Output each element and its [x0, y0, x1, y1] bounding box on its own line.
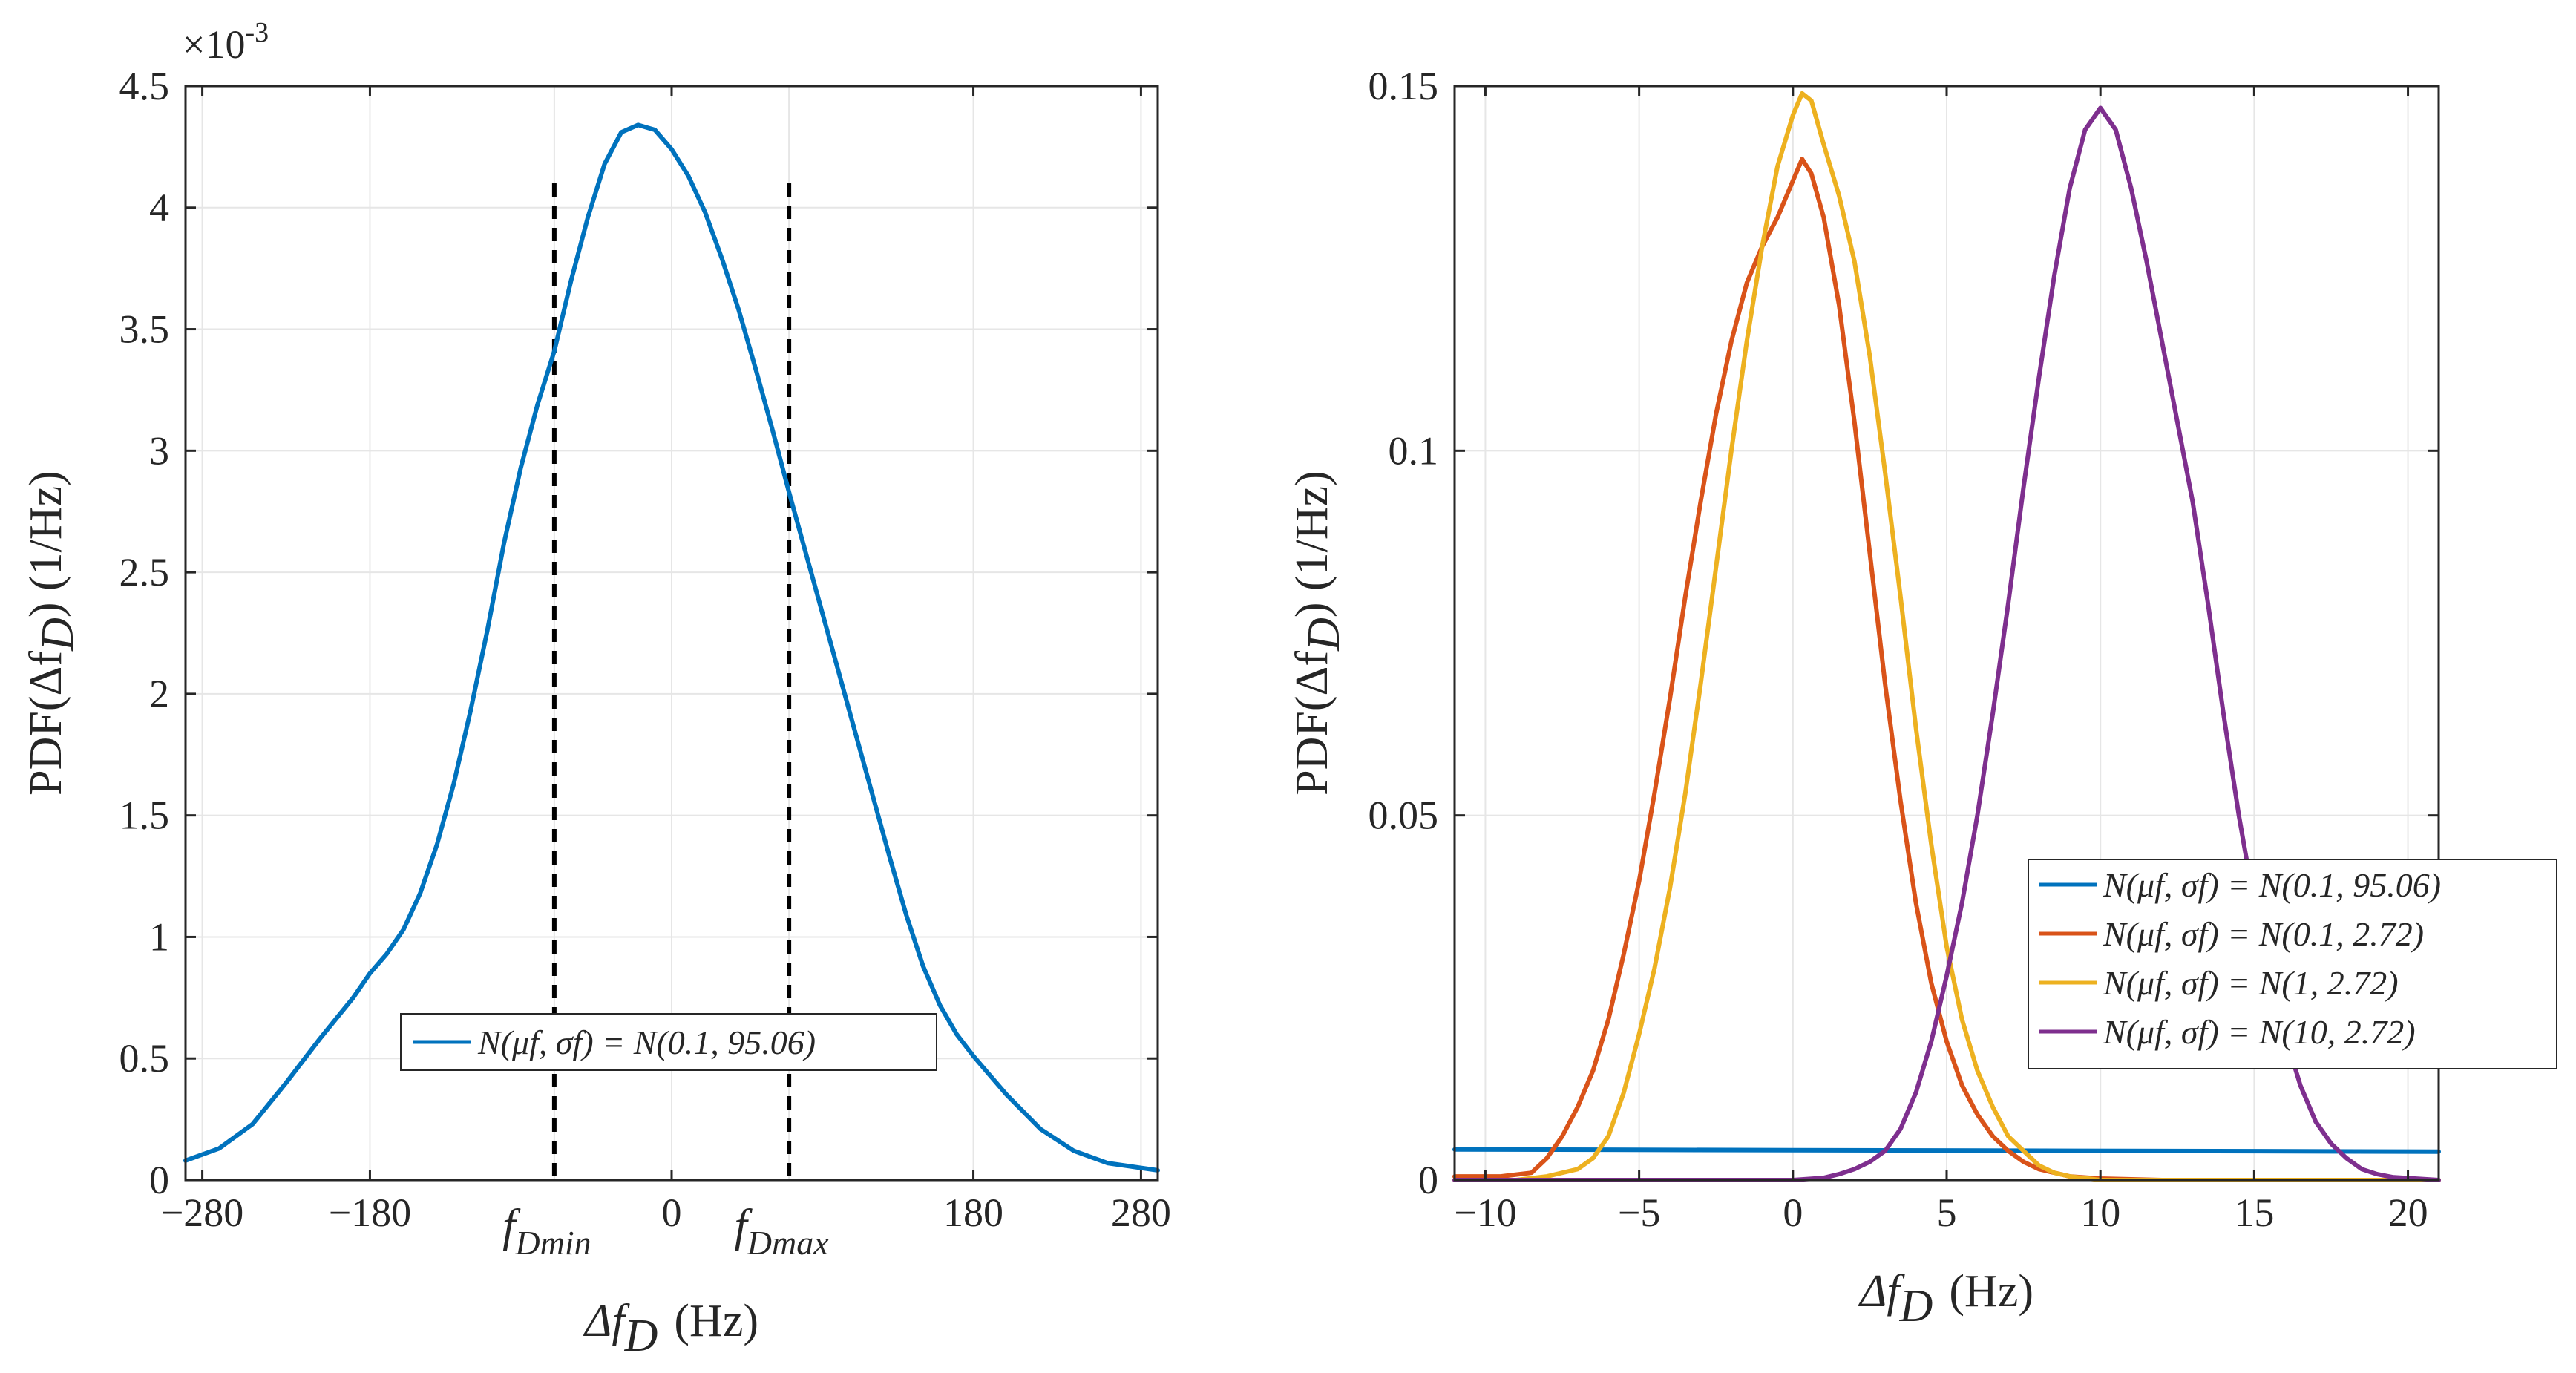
y-tick-label: 2 — [149, 672, 169, 716]
series-line-2 — [1452, 91, 2441, 1182]
y-tick-label: 0 — [149, 1158, 169, 1202]
x-tick-label: −10 — [1454, 1190, 1516, 1235]
left-exponent-label: ×10-3 — [183, 17, 269, 67]
left-y-axis-label: PDF(ΔfD) (1/Hz) — [21, 471, 83, 796]
y-tick-label: 4.5 — [119, 64, 170, 108]
right-legend: N(μf, σf) = N(0.1, 95.06) N(μf, σf) = N(… — [2028, 859, 2557, 1069]
left-ticks — [186, 85, 1158, 1182]
reference-line-label-dmax: fDmax — [735, 1201, 830, 1262]
x-tick-label: 5 — [1937, 1190, 1957, 1235]
series-line-1 — [1452, 157, 2441, 1182]
left-x-tick-labels: −280 −180 0 180 280 — [161, 1190, 1171, 1235]
y-tick-label: 3.5 — [119, 307, 170, 352]
right-y-tick-labels: 0 0.05 0.1 0.15 — [1369, 64, 1439, 1202]
left-legend: N(μf, σf) = N(0.1, 95.06) — [400, 1013, 937, 1071]
right-x-axis-label: ΔfD (Hz) — [1858, 1266, 2033, 1331]
x-tick-label: 20 — [2388, 1190, 2428, 1235]
y-tick-label: 0.15 — [1369, 64, 1439, 108]
y-tick-label: 0.05 — [1369, 793, 1439, 838]
y-tick-label: 2.5 — [119, 550, 170, 594]
left-reference-line-labels: fDmin fDmax — [502, 1201, 829, 1262]
right-x-tick-labels: −10 −5 0 5 10 15 20 — [1454, 1190, 2428, 1235]
series-line-0 — [1452, 1147, 2441, 1154]
right-legend-label-3: N(μf, σf) = N(10, 2.72) — [2103, 1013, 2416, 1051]
x-tick-label: 0 — [662, 1190, 682, 1235]
x-tick-label: −180 — [329, 1190, 411, 1235]
series-line-3 — [1452, 105, 2441, 1182]
x-tick-label: −5 — [1618, 1190, 1660, 1235]
x-tick-label: 0 — [1783, 1190, 1803, 1235]
right-ticks — [1455, 85, 2439, 1182]
y-tick-label: 1 — [149, 914, 169, 959]
x-tick-label: 280 — [1111, 1190, 1171, 1235]
series-line-0 — [183, 122, 1160, 1173]
reference-line-label-dmin: fDmin — [502, 1201, 591, 1262]
right-legend-label-2: N(μf, σf) = N(1, 2.72) — [2103, 964, 2399, 1002]
left-legend-label-0: N(μf, σf) = N(0.1, 95.06) — [477, 1023, 816, 1061]
left-series — [183, 122, 1160, 1173]
y-tick-label: 4 — [149, 186, 169, 230]
right-series — [1452, 91, 2441, 1182]
right-y-axis-label: PDF(ΔfD) (1/Hz) — [1287, 471, 1349, 796]
y-tick-label: 3 — [149, 428, 169, 473]
x-tick-label: −280 — [161, 1190, 243, 1235]
left-legend-box — [400, 1013, 937, 1071]
x-tick-label: 15 — [2234, 1190, 2274, 1235]
left-chart: 0 0.5 1 1.5 2 2.5 3 3.5 4 4.5 −280 −180 0 180 280 fDm… — [21, 17, 1171, 1361]
right-legend-label-0: N(μf, σf) = N(0.1, 95.06) — [2103, 866, 2441, 904]
y-tick-label: 0 — [1418, 1158, 1438, 1202]
left-x-axis-label: ΔfD (Hz) — [583, 1296, 758, 1361]
y-tick-label: 1.5 — [119, 793, 170, 838]
y-tick-label: 0.5 — [119, 1036, 170, 1081]
y-tick-label: 0.1 — [1389, 428, 1439, 473]
right-legend-box — [2028, 859, 2557, 1069]
x-tick-label: 180 — [943, 1190, 1003, 1235]
x-tick-label: 10 — [2080, 1190, 2120, 1235]
right-chart: 0 0.05 0.1 0.15 −10 −5 0 5 10 15 20 PDF(ΔfD) (1/H… — [1287, 64, 2557, 1331]
left-y-tick-labels: 0 0.5 1 1.5 2 2.5 3 3.5 4 4.5 — [119, 64, 170, 1202]
right-legend-label-1: N(μf, σf) = N(0.1, 2.72) — [2103, 915, 2424, 953]
